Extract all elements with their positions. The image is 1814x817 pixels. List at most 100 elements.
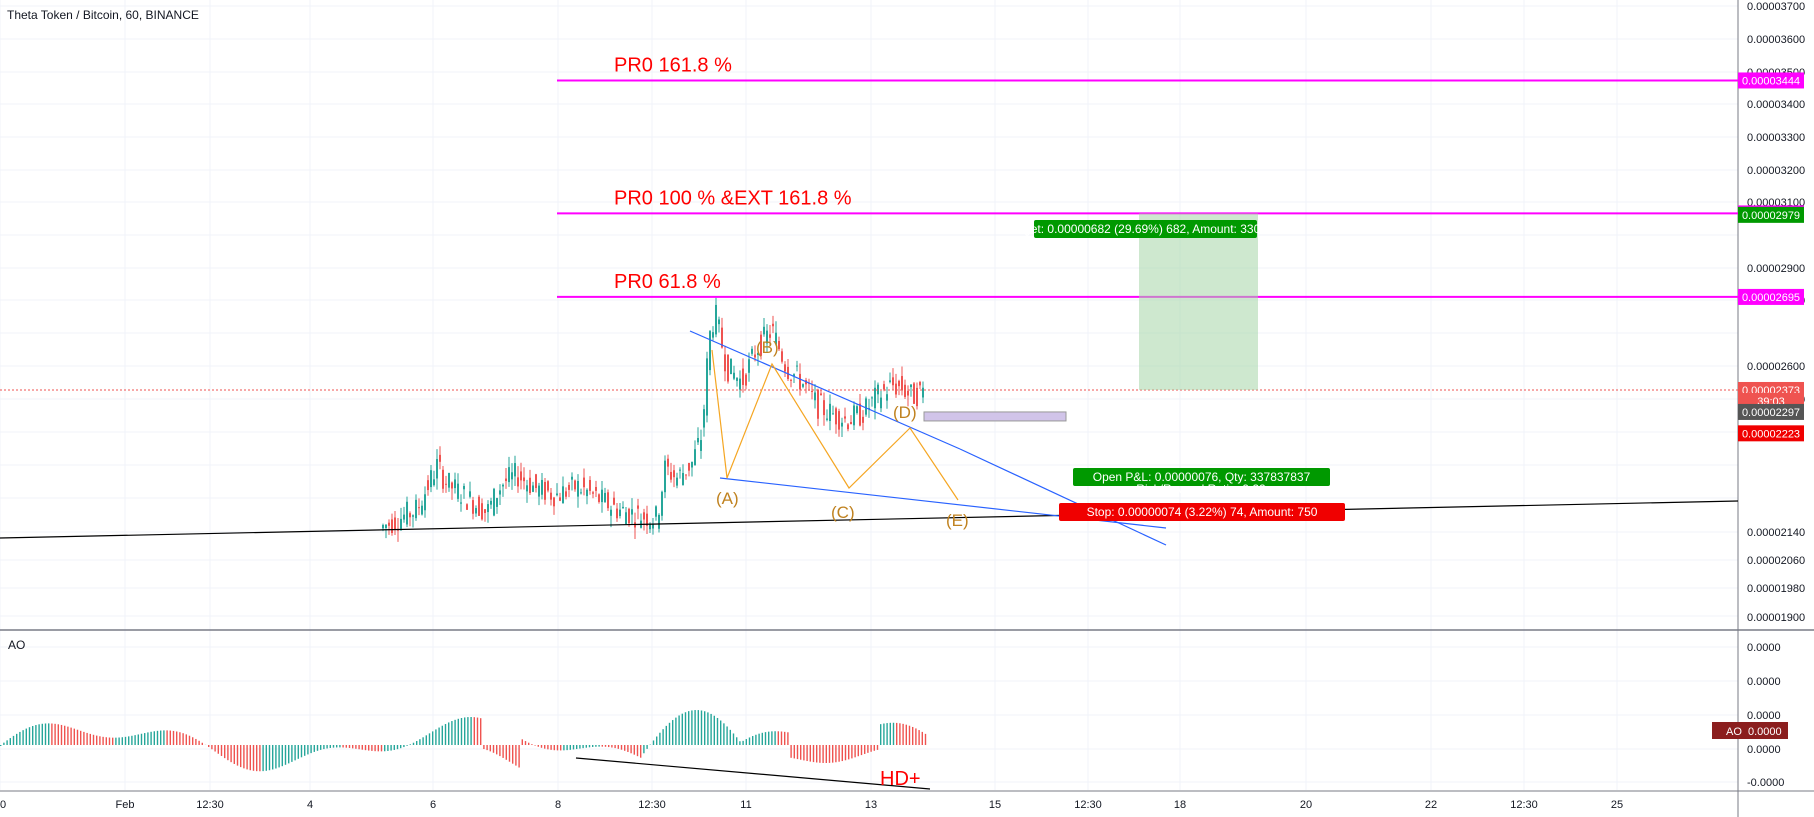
ao-bar bbox=[361, 745, 363, 750]
ao-divergence-line bbox=[575, 757, 931, 790]
y-tick-label: 0.00002060 bbox=[1747, 555, 1805, 567]
ao-bar bbox=[438, 727, 440, 745]
ao-bar bbox=[403, 745, 405, 748]
ao-bar bbox=[374, 745, 376, 752]
ao-bar bbox=[697, 710, 699, 745]
ao-bar bbox=[316, 745, 319, 751]
ao-bar bbox=[720, 720, 722, 745]
x-tick-label: 6 bbox=[430, 799, 436, 811]
candle-body bbox=[664, 460, 666, 493]
candle-body bbox=[595, 486, 597, 491]
candle-body bbox=[691, 461, 693, 468]
ao-bar bbox=[9, 738, 11, 745]
ao-bar bbox=[800, 745, 802, 760]
candle-body bbox=[436, 459, 438, 479]
ao-bar bbox=[889, 722, 891, 745]
ao-bar bbox=[691, 710, 693, 745]
ao-bar bbox=[156, 730, 159, 745]
ao-bar bbox=[419, 739, 421, 745]
ao-bar bbox=[0, 745, 2, 746]
candle-body bbox=[736, 378, 738, 381]
price-tag-bg bbox=[1738, 403, 1804, 420]
candle-body bbox=[781, 351, 783, 362]
ao-bar bbox=[608, 745, 610, 748]
ao-bar bbox=[230, 745, 232, 763]
ao-bar bbox=[848, 745, 850, 760]
candle-body bbox=[685, 474, 687, 476]
ao-bar bbox=[672, 720, 674, 745]
price-tag-bg bbox=[1738, 425, 1804, 442]
ao-bar bbox=[537, 745, 539, 747]
candle-body bbox=[457, 483, 459, 499]
candle-body bbox=[532, 485, 534, 492]
candle-body bbox=[511, 472, 513, 480]
candle-body bbox=[670, 471, 672, 480]
ao-bar bbox=[41, 723, 43, 745]
candle-body bbox=[901, 376, 903, 391]
candle-body bbox=[841, 422, 843, 427]
candle-body bbox=[484, 509, 486, 514]
candle-body bbox=[823, 400, 825, 416]
candle-body bbox=[619, 509, 621, 517]
ao-bar bbox=[115, 737, 117, 745]
ao-bar bbox=[166, 730, 168, 745]
candle-body bbox=[502, 484, 504, 487]
candle-body bbox=[592, 492, 594, 494]
ao-bar bbox=[28, 727, 31, 745]
ao-bar bbox=[579, 745, 581, 749]
ao-bar bbox=[816, 745, 818, 763]
stop-label-bg bbox=[1059, 503, 1345, 521]
candle-body bbox=[913, 383, 915, 404]
candle-body bbox=[601, 489, 603, 503]
ao-bar bbox=[841, 745, 843, 762]
ao-bar bbox=[540, 745, 543, 748]
candle-body bbox=[550, 492, 552, 500]
ao-bar bbox=[729, 729, 731, 745]
candle-body bbox=[832, 413, 834, 415]
ao-bar bbox=[400, 745, 402, 749]
candle-body bbox=[718, 319, 720, 325]
pattern-label: (B) bbox=[756, 338, 779, 357]
ao-bar bbox=[70, 727, 72, 745]
ao-bar bbox=[860, 745, 863, 756]
candle-body bbox=[577, 480, 579, 497]
ao-bar bbox=[736, 737, 738, 745]
ao-bar bbox=[688, 711, 690, 745]
x-tick-label: 8 bbox=[555, 799, 561, 811]
candle-body bbox=[922, 387, 924, 398]
ao-bar bbox=[803, 745, 805, 761]
candle-body bbox=[574, 480, 576, 490]
candle-body bbox=[883, 384, 885, 390]
ao-bar bbox=[908, 725, 911, 745]
ao-bar bbox=[790, 745, 792, 758]
ao-bar bbox=[883, 723, 885, 745]
candle-body bbox=[487, 504, 489, 513]
ao-bar bbox=[617, 745, 619, 749]
ao-bar bbox=[19, 731, 21, 745]
candle-body bbox=[721, 327, 723, 348]
candle-body bbox=[583, 477, 585, 488]
ao-bar bbox=[768, 731, 770, 745]
ao-bar bbox=[83, 731, 85, 745]
candle-body bbox=[388, 522, 390, 526]
x-tick-label: 11 bbox=[740, 799, 751, 811]
ao-bar bbox=[819, 745, 821, 763]
ao-bar bbox=[128, 736, 130, 745]
x-tick-label: 12:30 bbox=[1074, 799, 1102, 811]
ao-bar bbox=[864, 745, 866, 754]
ao-bar bbox=[505, 745, 507, 760]
ao-bar bbox=[780, 731, 783, 745]
candle-body bbox=[433, 479, 435, 486]
ao-bar bbox=[406, 745, 408, 746]
ao-bar bbox=[259, 745, 261, 772]
ao-bar bbox=[684, 712, 687, 745]
ao-bar bbox=[547, 745, 549, 750]
candle-body bbox=[829, 403, 831, 421]
ao-bar bbox=[611, 745, 613, 748]
candle-body bbox=[448, 472, 450, 488]
ao-bar bbox=[620, 745, 623, 750]
ao-bar bbox=[278, 745, 280, 768]
candle-body bbox=[700, 440, 702, 451]
ao-y-tick-label: 0.0000 bbox=[1747, 676, 1781, 688]
